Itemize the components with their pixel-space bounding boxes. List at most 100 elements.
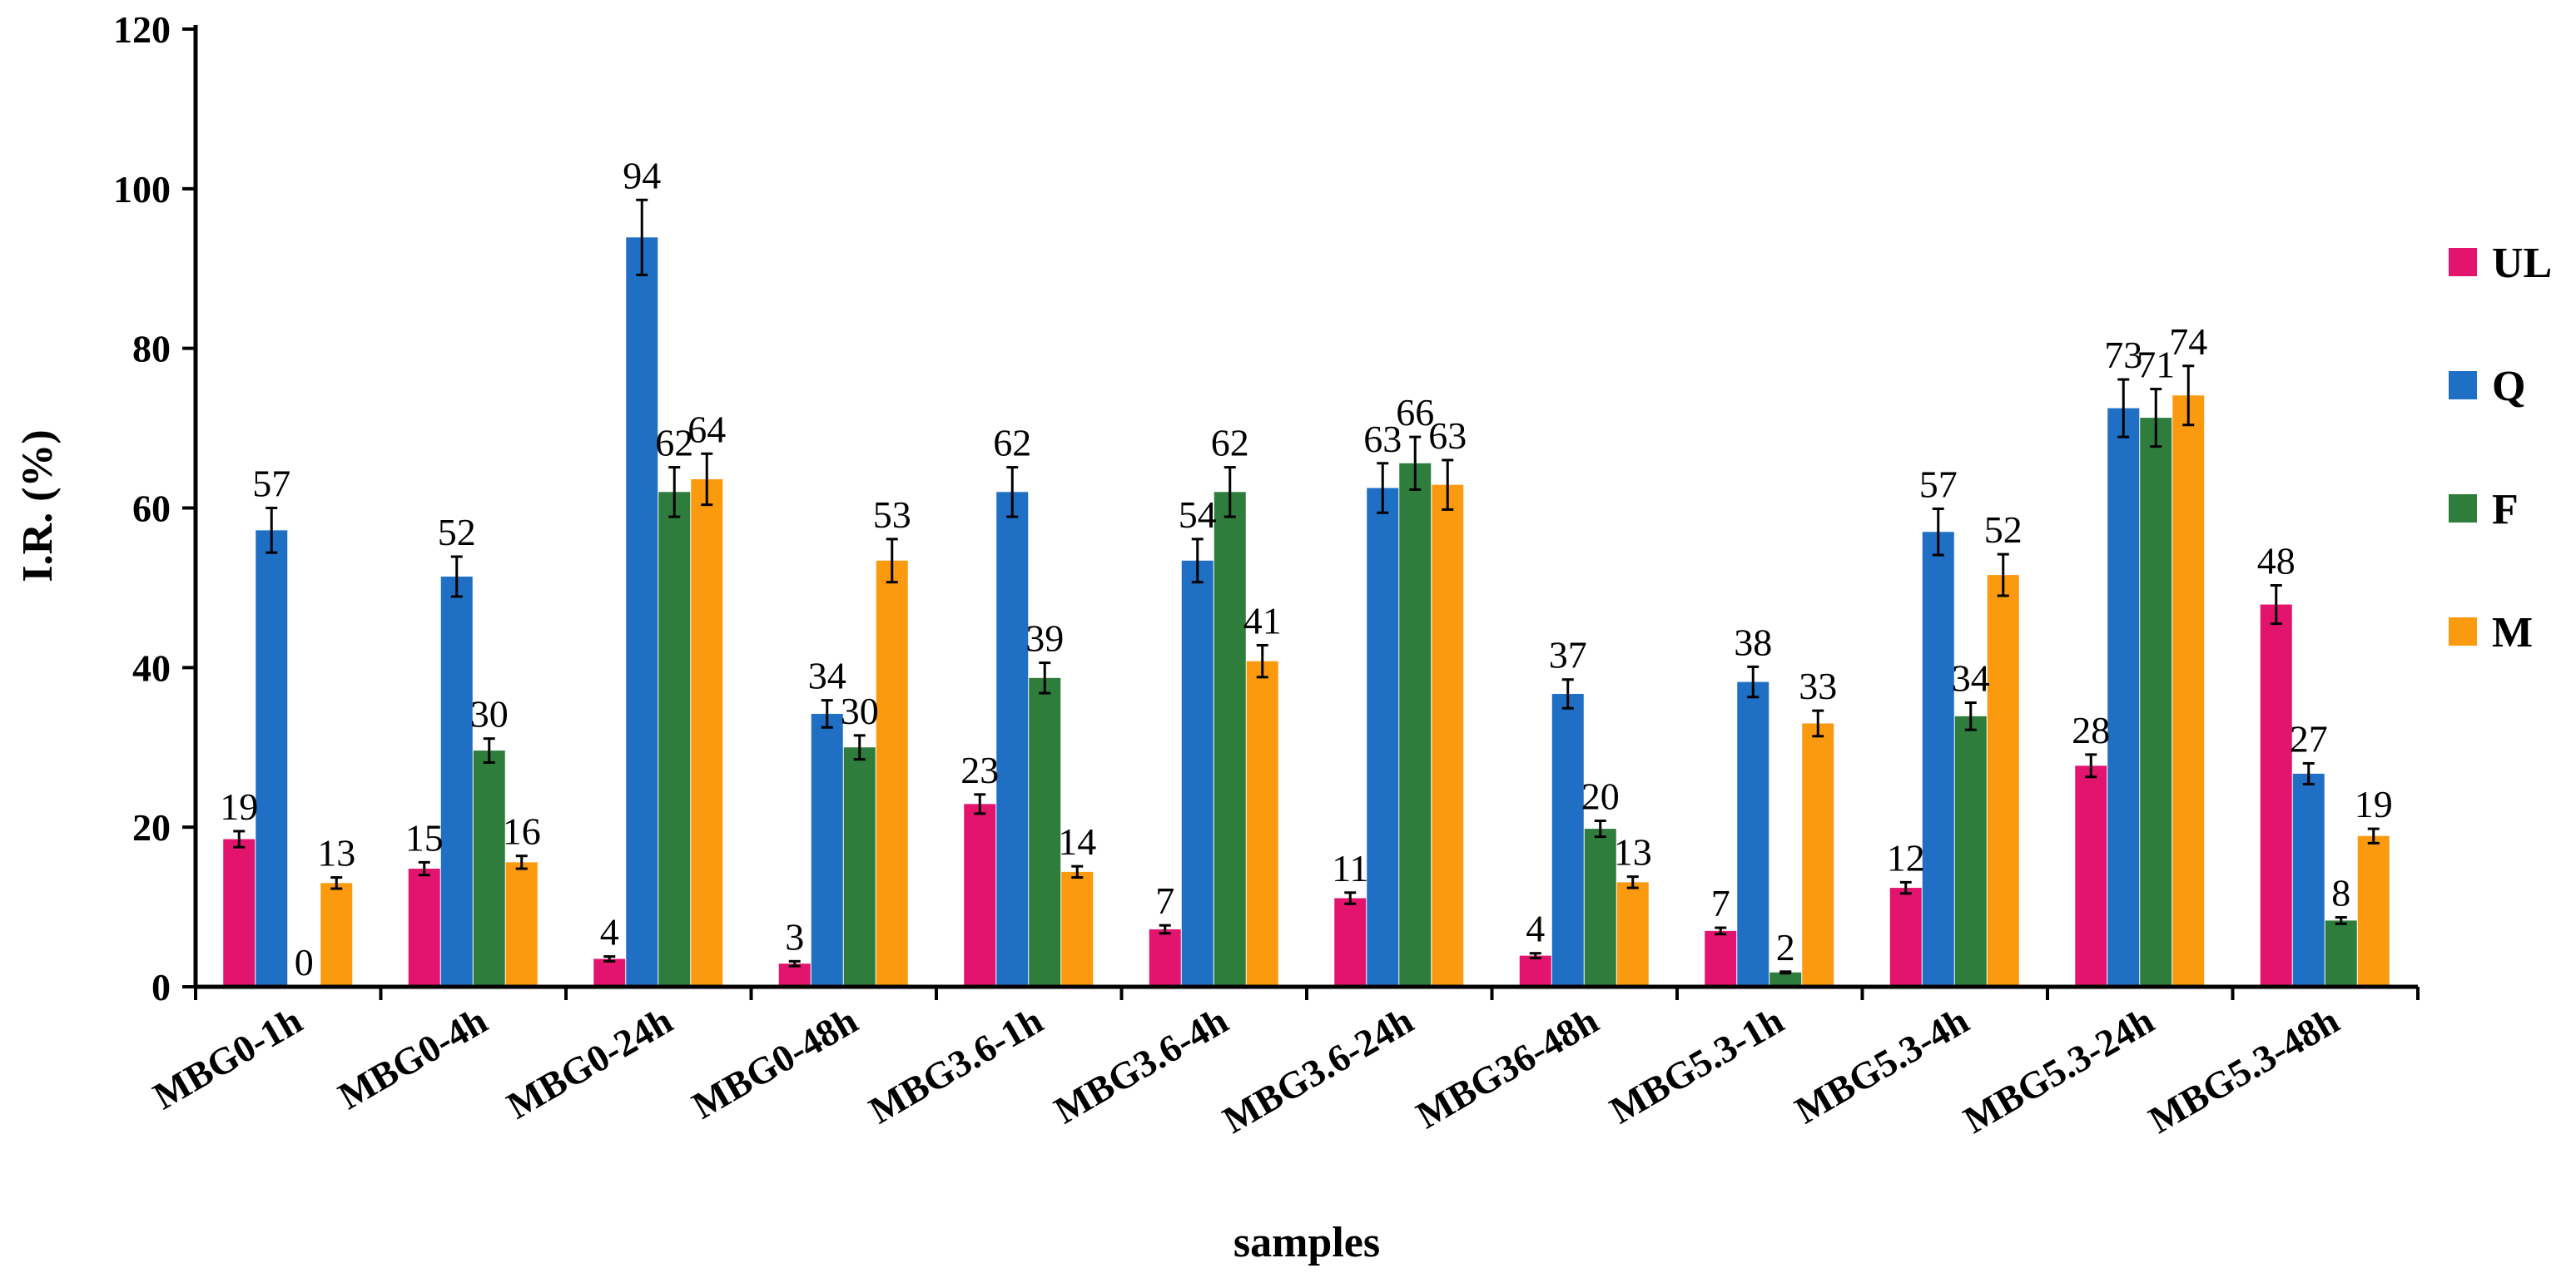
data-label-m-1: 16 <box>503 810 541 853</box>
data-label-ul-2: 4 <box>600 911 619 954</box>
x-category-label-7: MBG36-48h <box>1409 998 1606 1137</box>
bar-q-1 <box>440 576 473 987</box>
data-label-ul-10: 28 <box>2072 709 2110 751</box>
bar-ul-10 <box>2075 765 2107 987</box>
error-bar-q-4 <box>1006 466 1019 518</box>
bar-f-4 <box>1029 677 1061 987</box>
error-bar-m-1 <box>515 855 528 870</box>
bar-ul-2 <box>593 959 626 987</box>
error-bar-q-9 <box>1932 507 1944 557</box>
error-bar-f-3 <box>853 734 866 761</box>
bar-f-7 <box>1584 829 1616 987</box>
x-category-label-1: MBG0-4h <box>331 998 494 1117</box>
data-label-q-9: 57 <box>1919 463 1958 505</box>
data-label-m-2: 64 <box>687 408 726 450</box>
x-category-label-0: MBG0-1h <box>146 998 309 1117</box>
legend-swatch-m <box>2449 617 2477 646</box>
data-label-m-9: 52 <box>1984 508 2023 551</box>
data-label-q-2: 94 <box>623 154 661 196</box>
bar-f-6 <box>1399 463 1432 987</box>
error-bar-ul-2 <box>603 955 616 963</box>
y-tick-label-3: 60 <box>132 488 171 530</box>
data-label-q-5: 54 <box>1179 493 1217 536</box>
error-bars-layer <box>233 198 2380 975</box>
y-tick-label-1: 20 <box>132 806 171 849</box>
bar-ul-6 <box>1334 898 1367 987</box>
data-label-q-10: 73 <box>2104 334 2142 376</box>
bar-m-2 <box>691 478 723 987</box>
x-category-label-3: MBG0-48h <box>685 998 865 1127</box>
error-bar-m-10 <box>2182 364 2195 427</box>
error-bar-f-2 <box>668 466 681 518</box>
error-bar-q-5 <box>1191 537 1204 584</box>
bar-q-10 <box>2107 408 2140 988</box>
x-category-label-2: MBG0-24h <box>499 998 679 1127</box>
data-label-ul-11: 48 <box>2257 540 2296 582</box>
data-label-m-6: 63 <box>1428 414 1467 457</box>
error-bar-m-2 <box>701 452 713 507</box>
data-label-f-6: 66 <box>1396 391 1434 433</box>
data-label-q-7: 37 <box>1549 634 1587 676</box>
bar-m-1 <box>505 862 538 987</box>
data-label-m-8: 33 <box>1799 665 1837 707</box>
legend-label-q: Q <box>2492 363 2525 410</box>
bar-q-6 <box>1367 488 1399 987</box>
y-axis-title: I.R. (%) <box>14 429 62 582</box>
data-label-m-3: 53 <box>873 493 911 536</box>
data-label-ul-7: 4 <box>1526 908 1545 950</box>
bar-q-7 <box>1551 693 1584 987</box>
x-category-label-11: MBG5.3-48h <box>2142 998 2346 1141</box>
data-label-f-9: 34 <box>1952 657 1990 700</box>
bar-ul-8 <box>1705 930 1737 987</box>
legend-swatch-q <box>2449 371 2477 399</box>
legend-label-f: F <box>2492 486 2519 533</box>
error-bar-ul-1 <box>418 860 430 877</box>
x-category-label-8: MBG5.3-1h <box>1602 998 1790 1132</box>
bar-ul-9 <box>1889 888 1922 987</box>
y-tick-label-5: 100 <box>113 168 171 211</box>
bar-m-5 <box>1246 661 1278 987</box>
data-label-ul-8: 7 <box>1711 882 1730 924</box>
legend-label-ul: UL <box>2492 240 2552 287</box>
error-bar-f-1 <box>483 737 495 764</box>
error-bar-m-0 <box>330 876 343 890</box>
bar-q-3 <box>811 713 843 987</box>
data-label-f-1: 30 <box>470 693 509 736</box>
y-tick-label-4: 80 <box>132 328 171 370</box>
y-tick-label-6: 120 <box>113 8 171 51</box>
data-label-m-5: 41 <box>1243 599 1282 642</box>
error-bar-f-10 <box>2150 388 2162 448</box>
error-bar-ul-0 <box>233 830 246 849</box>
bars-layer <box>223 237 2390 988</box>
error-bar-f-11 <box>2335 916 2347 925</box>
data-label-ul-6: 11 <box>1332 847 1368 889</box>
error-bar-m-5 <box>1256 643 1268 679</box>
bar-f-8 <box>1769 972 1802 987</box>
data-label-f-7: 20 <box>1581 775 1620 817</box>
bar-f-5 <box>1214 492 1246 987</box>
error-bar-f-6 <box>1409 435 1422 491</box>
error-bar-f-7 <box>1594 819 1606 839</box>
bar-ul-5 <box>1149 929 1181 987</box>
bar-q-11 <box>2292 773 2325 987</box>
data-label-ul-9: 12 <box>1887 836 1925 879</box>
bar-m-10 <box>2172 395 2205 987</box>
error-bar-ul-9 <box>1899 880 1912 895</box>
data-label-f-10: 71 <box>2137 344 2175 386</box>
bar-ul-7 <box>1519 955 1551 987</box>
error-bar-q-6 <box>1377 462 1389 514</box>
bar-m-8 <box>1802 723 1834 987</box>
error-bar-m-3 <box>886 537 898 584</box>
error-bar-q-2 <box>636 198 648 276</box>
data-label-q-6: 63 <box>1363 418 1402 460</box>
bar-f-11 <box>2325 920 2357 987</box>
error-bar-f-5 <box>1223 466 1236 518</box>
data-label-m-7: 13 <box>1614 831 1652 874</box>
data-label-ul-1: 15 <box>405 816 444 859</box>
data-label-q-1: 52 <box>438 511 476 553</box>
error-bar-q-0 <box>266 507 278 554</box>
error-bar-ul-10 <box>2085 753 2097 779</box>
error-bar-f-4 <box>1039 661 1051 695</box>
legend-swatch-f <box>2449 494 2477 523</box>
